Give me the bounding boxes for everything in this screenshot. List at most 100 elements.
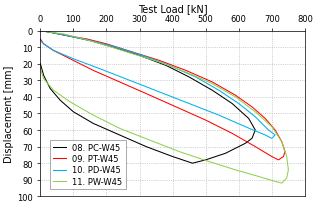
10. PD-W45 <box>263 134 267 137</box>
09. PT-W45 <box>283 151 287 153</box>
11. PW-W45 <box>118 128 122 130</box>
09. PT-W45 <box>52 50 55 53</box>
Line: 10. PD-W45: 10. PD-W45 <box>40 32 275 139</box>
09. PT-W45 <box>276 159 280 161</box>
11. PW-W45 <box>91 114 95 117</box>
11. PW-W45 <box>42 78 46 81</box>
08. PC-W45 <box>164 65 168 67</box>
09. PT-W45 <box>270 156 274 158</box>
11. PW-W45 <box>257 175 261 178</box>
08. PC-W45 <box>243 142 247 145</box>
08. PC-W45 <box>187 76 191 79</box>
09. PT-W45 <box>174 106 178 109</box>
09. PT-W45 <box>263 118 267 120</box>
09. PT-W45 <box>204 119 208 122</box>
11. PW-W45 <box>184 71 188 74</box>
10. PD-W45 <box>141 55 145 57</box>
10. PD-W45 <box>42 43 46 46</box>
08. PC-W45 <box>230 103 234 105</box>
10. PD-W45 <box>237 103 241 105</box>
09. PT-W45 <box>273 129 277 132</box>
11. PW-W45 <box>285 177 288 179</box>
Line: 11. PW-W45: 11. PW-W45 <box>40 32 288 183</box>
10. PD-W45 <box>187 103 191 105</box>
11. PW-W45 <box>61 34 65 36</box>
08. PC-W45 <box>38 30 42 33</box>
08. PC-W45 <box>253 129 257 132</box>
09. PT-W45 <box>65 35 69 38</box>
08. PC-W45 <box>138 55 141 57</box>
Line: 09. PT-W45: 09. PT-W45 <box>40 32 285 160</box>
11. PW-W45 <box>280 182 284 184</box>
11. PW-W45 <box>210 83 214 85</box>
09. PT-W45 <box>131 52 135 54</box>
08. PC-W45 <box>49 88 52 90</box>
10. PD-W45 <box>270 137 274 140</box>
09. PT-W45 <box>281 156 285 158</box>
11. PW-W45 <box>81 39 85 41</box>
11. PW-W45 <box>105 45 108 48</box>
09. PT-W45 <box>184 70 188 72</box>
10. PD-W45 <box>267 129 270 132</box>
09. PT-W45 <box>38 39 42 41</box>
10. PD-W45 <box>217 90 221 92</box>
08. PC-W45 <box>191 162 194 165</box>
08. PC-W45 <box>171 156 175 158</box>
08. PC-W45 <box>42 75 46 77</box>
09. PT-W45 <box>105 43 108 46</box>
08. PC-W45 <box>223 152 227 155</box>
09. PT-W45 <box>230 132 234 135</box>
10. PD-W45 <box>49 32 52 34</box>
08. PC-W45 <box>210 90 214 92</box>
09. PT-W45 <box>118 81 122 84</box>
10. PD-W45 <box>167 65 171 67</box>
11. PW-W45 <box>38 68 42 71</box>
11. PW-W45 <box>177 151 181 153</box>
10. PD-W45 <box>114 47 118 49</box>
10. PD-W45 <box>273 134 277 137</box>
11. PW-W45 <box>280 141 284 143</box>
08. PC-W45 <box>58 99 62 102</box>
11. PW-W45 <box>49 32 52 34</box>
09. PT-W45 <box>42 43 46 46</box>
09. PT-W45 <box>85 39 88 41</box>
10. PD-W45 <box>98 68 102 71</box>
10. PD-W45 <box>88 40 92 43</box>
08. PC-W45 <box>250 137 254 140</box>
Y-axis label: Displacement [mm]: Displacement [mm] <box>4 66 14 162</box>
11. PW-W45 <box>234 96 237 99</box>
Legend: 08. PC-W45, 09. PT-W45, 10. PD-W45, 11. PW-W45: 08. PC-W45, 09. PT-W45, 10. PD-W45, 11. … <box>50 140 126 189</box>
08. PC-W45 <box>72 111 75 114</box>
09. PT-W45 <box>49 32 52 34</box>
Line: 08. PC-W45: 08. PC-W45 <box>40 32 255 163</box>
10. PD-W45 <box>243 126 247 128</box>
09. PT-W45 <box>234 95 237 97</box>
08. PC-W45 <box>191 162 194 165</box>
10. PD-W45 <box>52 50 55 53</box>
11. PW-W45 <box>285 156 288 158</box>
09. PT-W45 <box>253 146 257 148</box>
10. PD-W45 <box>263 134 267 137</box>
08. PC-W45 <box>38 63 42 66</box>
10. PD-W45 <box>38 40 42 43</box>
10. PD-W45 <box>38 30 42 33</box>
10. PD-W45 <box>65 35 69 38</box>
08. PC-W45 <box>49 32 52 34</box>
08. PC-W45 <box>111 47 115 49</box>
09. PT-W45 <box>68 58 72 61</box>
11. PW-W45 <box>273 180 277 183</box>
10. PD-W45 <box>217 114 221 117</box>
11. PW-W45 <box>158 62 161 64</box>
10. PD-W45 <box>128 80 132 82</box>
08. PC-W45 <box>65 35 69 38</box>
11. PW-W45 <box>270 126 274 128</box>
11. PW-W45 <box>131 53 135 56</box>
08. PC-W45 <box>144 146 148 148</box>
08. PC-W45 <box>247 118 250 120</box>
11. PW-W45 <box>147 139 151 142</box>
11. PW-W45 <box>52 90 55 92</box>
09. PT-W45 <box>270 156 274 158</box>
09. PT-W45 <box>250 106 254 109</box>
10. PD-W45 <box>72 58 75 61</box>
08. PC-W45 <box>237 146 241 148</box>
